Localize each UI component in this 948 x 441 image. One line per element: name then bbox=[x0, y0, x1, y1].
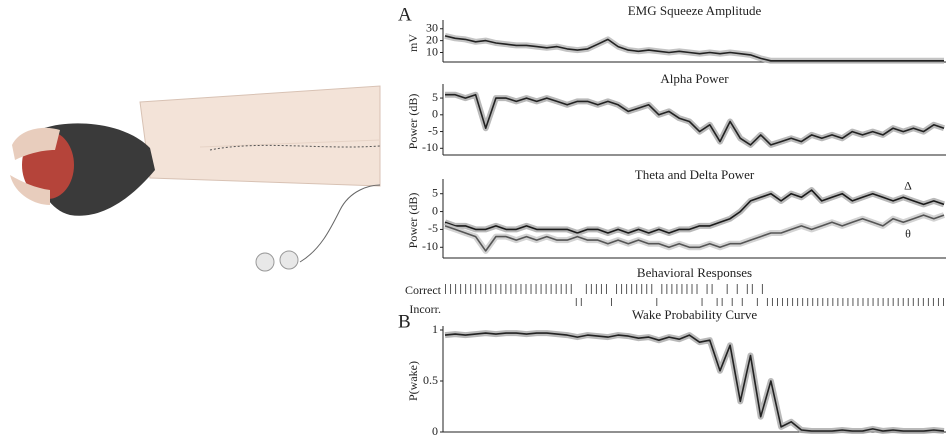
y-tick-label: 0 bbox=[432, 107, 438, 121]
panel-label: B bbox=[398, 311, 411, 332]
series-band bbox=[444, 187, 945, 236]
y-tick-label: 5 bbox=[432, 90, 438, 104]
series-line bbox=[444, 214, 945, 252]
chart-title: EMG Squeeze Amplitude bbox=[628, 3, 762, 18]
wire bbox=[209, 144, 381, 151]
y-tick-label: -5 bbox=[428, 123, 438, 137]
electrode bbox=[255, 252, 275, 272]
y-tick-label: 0.5 bbox=[423, 373, 438, 387]
y-tick-label: 1 bbox=[432, 322, 438, 336]
chart-title: Alpha Power bbox=[660, 71, 729, 86]
chart-title: Behavioral Responses bbox=[637, 265, 752, 280]
fingers bbox=[12, 127, 60, 160]
annotation: Δ bbox=[904, 179, 912, 193]
series-band bbox=[445, 91, 945, 148]
series-line bbox=[445, 93, 945, 146]
y-axis-label: Power (dB) bbox=[406, 94, 420, 150]
y-tick-label: 5 bbox=[432, 185, 438, 199]
chart-title: Wake Probability Curve bbox=[632, 307, 758, 322]
series-band bbox=[444, 32, 944, 64]
y-axis-label: P(wake) bbox=[406, 361, 420, 401]
panel-label: A bbox=[398, 4, 412, 25]
forearm-shade bbox=[199, 139, 381, 148]
y-tick-label: -10 bbox=[422, 140, 438, 154]
y-tick-label: -5 bbox=[428, 221, 438, 235]
row-label: Correct bbox=[405, 283, 442, 297]
series-line bbox=[444, 189, 945, 234]
annotation: θ bbox=[905, 226, 911, 240]
y-tick-label: 20 bbox=[426, 32, 438, 46]
chart-title: Theta and Delta Power bbox=[635, 167, 755, 182]
y-tick-label: 0 bbox=[432, 203, 438, 217]
y-tick-label: -10 bbox=[422, 239, 438, 253]
series-line bbox=[444, 332, 945, 432]
y-tick-label: 10 bbox=[426, 44, 438, 58]
series-band bbox=[444, 330, 945, 434]
y-tick-label: 0 bbox=[432, 424, 438, 436]
arm-illustration bbox=[10, 85, 381, 272]
electrode bbox=[279, 250, 299, 270]
y-axis-label: mV bbox=[406, 34, 420, 52]
y-axis-label: Power (dB) bbox=[406, 193, 420, 249]
row-label: Incorr. bbox=[409, 302, 441, 316]
y-tick-label: 30 bbox=[426, 21, 438, 35]
forearm bbox=[139, 85, 381, 187]
thumb bbox=[10, 175, 50, 205]
series-line bbox=[444, 35, 944, 62]
electrode-wire bbox=[299, 184, 381, 263]
